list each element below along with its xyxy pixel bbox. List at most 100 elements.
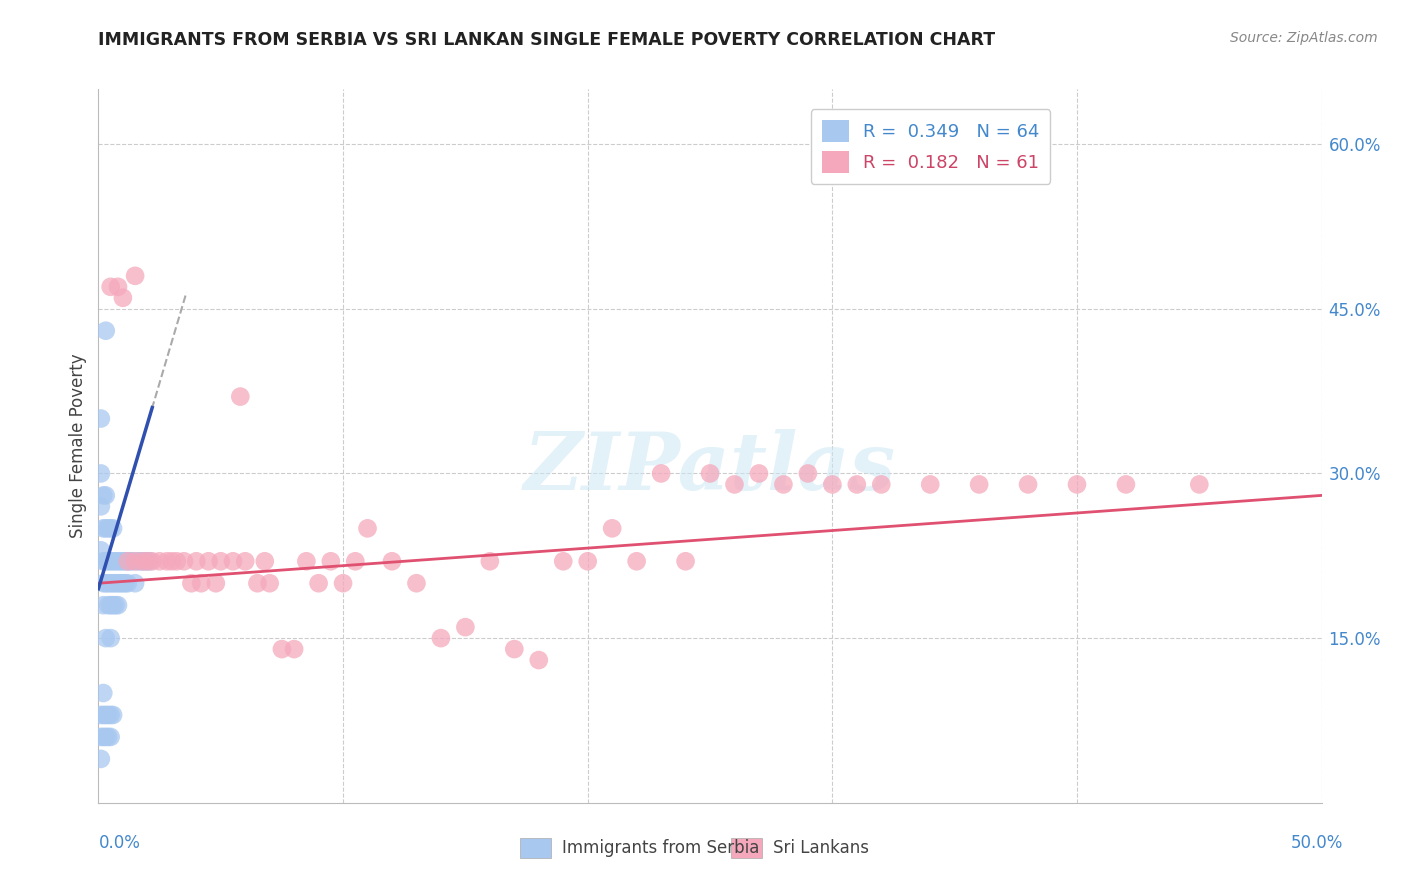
Point [117,554,139,568]
Point [94,576,117,591]
Point [91,554,114,568]
Point [104,554,127,568]
Point [156,554,179,568]
Point [186,554,208,568]
Point [111,554,134,568]
Point [111,291,134,305]
Point [748,467,770,481]
Point [166,554,188,568]
Point [283,642,305,657]
Point [90,411,112,425]
Point [91,730,114,744]
Point [141,554,163,568]
Point [270,642,294,657]
Point [553,554,575,568]
Point [503,642,526,657]
Point [295,554,318,568]
Point [91,708,114,723]
Point [1017,477,1039,491]
Point [104,576,127,591]
Point [527,653,550,667]
Point [114,554,136,568]
Point [107,554,129,568]
Point [90,500,112,514]
Point [111,576,134,591]
Point [772,477,794,491]
Point [1115,477,1137,491]
Point [675,554,697,568]
Point [91,521,114,535]
Point [107,598,129,612]
Point [100,708,122,723]
Point [104,598,127,612]
Point [967,477,990,491]
Point [90,467,112,481]
Point [600,521,623,535]
Point [134,554,156,568]
Point [110,554,132,568]
Point [209,554,232,568]
Point [136,554,159,568]
Point [100,631,122,645]
Point [129,554,152,568]
Point [197,554,219,568]
Point [149,554,172,568]
Point [101,598,124,612]
Point [94,730,117,744]
Point [576,554,599,568]
Point [100,576,122,591]
Point [626,554,648,568]
Point [920,477,942,491]
Point [127,554,149,568]
Point [131,554,153,568]
Point [120,554,142,568]
Point [97,521,120,535]
Point [1066,477,1088,491]
Point [253,554,276,568]
Point [430,631,453,645]
Point [797,467,820,481]
Point [405,576,427,591]
Point [117,554,139,568]
Point [222,554,245,568]
Point [131,554,153,568]
Point [124,554,146,568]
Point [259,576,281,591]
Point [173,554,195,568]
Point [97,598,120,612]
Point [94,488,117,502]
Point [94,631,117,645]
Point [381,554,404,568]
Point [454,620,477,634]
Point [101,576,124,591]
Point [229,390,252,404]
Point [107,576,129,591]
Point [845,477,868,491]
Point [205,576,228,591]
Point [94,521,117,535]
Point [124,268,146,283]
Point [100,730,122,744]
Text: 0.0%: 0.0% [98,834,141,852]
Text: Immigrants from Serbia: Immigrants from Serbia [562,839,759,857]
Point [114,576,136,591]
Point [91,576,114,591]
Point [870,477,893,491]
Text: 50.0%: 50.0% [1291,834,1343,852]
Point [308,576,330,591]
Point [190,576,212,591]
Text: IMMIGRANTS FROM SERBIA VS SRI LANKAN SINGLE FEMALE POVERTY CORRELATION CHART: IMMIGRANTS FROM SERBIA VS SRI LANKAN SIN… [98,31,995,49]
Text: ZIPatlas: ZIPatlas [524,429,896,506]
Point [344,554,367,568]
Point [478,554,501,568]
Point [233,554,256,568]
Point [319,554,342,568]
Point [160,554,183,568]
Point [90,730,112,744]
Point [246,576,269,591]
Point [117,576,139,591]
Point [100,598,122,612]
Point [650,467,672,481]
Text: Source: ZipAtlas.com: Source: ZipAtlas.com [1230,31,1378,45]
Point [94,324,117,338]
